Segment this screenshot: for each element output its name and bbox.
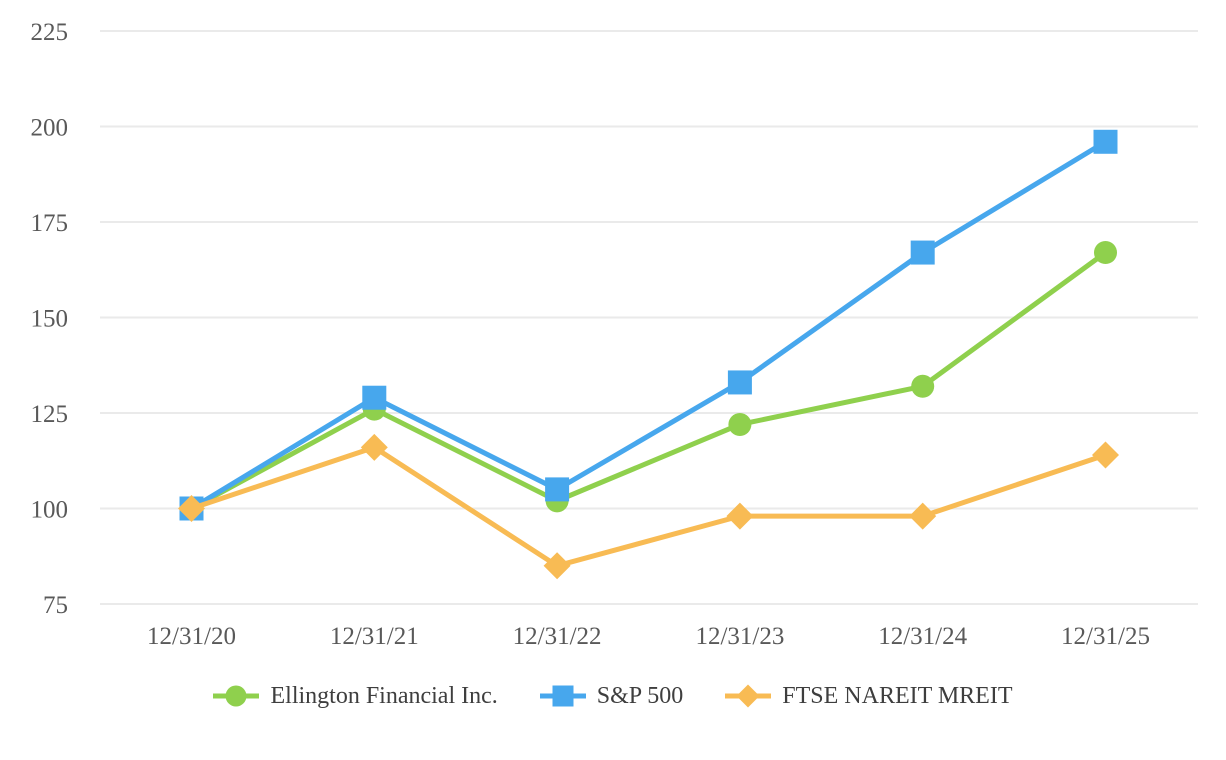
x-axis-tick-label: 12/31/23 (695, 623, 784, 650)
data-point-diamond (360, 433, 388, 461)
y-axis-labels: 75 100 125 150 175 200 225 (31, 19, 69, 619)
legend-diamond-icon (725, 684, 772, 708)
data-point-diamond (1092, 441, 1119, 469)
data-point-diamond (178, 495, 205, 522)
x-axis-tick-label: 12/31/25 (1061, 623, 1150, 650)
y-axis-tick-label: 125 (31, 401, 69, 428)
x-axis-tick-label: 12/31/21 (330, 623, 419, 650)
legend-item-1: S&P 500 (539, 682, 684, 710)
series-layer (178, 129, 1119, 580)
y-axis-tick-label: 200 (31, 115, 69, 142)
series-0 (180, 241, 1117, 520)
x-axis-labels: 12/31/20 12/31/21 12/31/22 12/31/23 12/31/24… (147, 623, 1150, 650)
data-point-square (727, 370, 752, 395)
legend-label: FTSE NAREIT MREIT (782, 682, 1013, 709)
data-point-diamond (909, 502, 937, 530)
data-point-square (910, 240, 935, 265)
legend-diamond-glyph (736, 684, 760, 708)
x-axis-tick-label: 12/31/24 (878, 623, 967, 650)
chart-legend: Ellington Financial Inc. S&P 500 FTSE NARE… (0, 682, 1226, 710)
data-point-circle (1094, 241, 1117, 265)
series-2 (178, 433, 1119, 580)
legend-circle-glyph (225, 685, 247, 707)
legend-circle-icon (213, 685, 260, 707)
x-axis-tick-label: 12/31/20 (147, 623, 236, 650)
data-point-square (1093, 129, 1118, 154)
data-point-circle (911, 374, 935, 398)
data-point-square (545, 477, 570, 502)
y-axis-tick-label: 100 (31, 497, 69, 524)
x-axis-tick-label: 12/31/22 (513, 623, 602, 650)
legend-item-2: FTSE NAREIT MREIT (725, 682, 1013, 710)
y-axis-tick-label: 225 (31, 19, 69, 46)
legend-label: S&P 500 (596, 682, 684, 709)
y-axis-tick-label: 150 (31, 306, 69, 333)
legend-square-icon (539, 685, 586, 707)
data-point-diamond (543, 552, 571, 580)
legend-square-glyph (552, 685, 574, 707)
series-line (190, 250, 1107, 511)
series-line (190, 139, 1107, 511)
data-point-diamond (726, 502, 754, 530)
legend-item-0: Ellington Financial Inc. (213, 682, 498, 710)
y-axis-tick-label: 75 (43, 592, 68, 619)
series-line (190, 444, 1107, 569)
gridlines (100, 30, 1198, 605)
legend-label: Ellington Financial Inc. (270, 682, 498, 709)
data-point-circle (728, 412, 752, 436)
y-axis-tick-label: 175 (31, 210, 69, 237)
data-point-square (362, 385, 387, 410)
